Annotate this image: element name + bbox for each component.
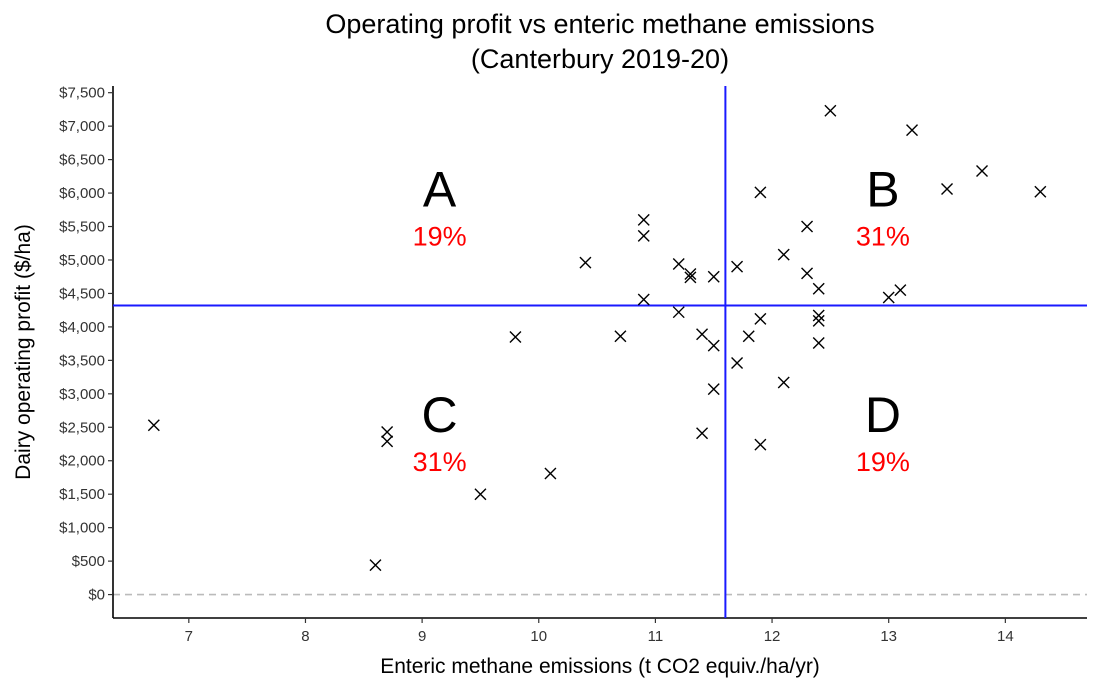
- y-tick-label: $3,500: [59, 352, 105, 369]
- data-point: [696, 328, 709, 341]
- data-point: [731, 357, 744, 370]
- x-tick-label: 7: [185, 628, 193, 645]
- data-point: [381, 435, 394, 448]
- data-point: [707, 270, 720, 283]
- data-point: [1034, 185, 1047, 198]
- data-point: [509, 330, 522, 343]
- data-point: [637, 229, 650, 242]
- data-point: [369, 559, 382, 572]
- x-tick-label: 11: [648, 628, 664, 645]
- data-point: [707, 339, 720, 352]
- quadrant-b-percent: 31%: [856, 222, 910, 252]
- data-point: [812, 309, 825, 322]
- y-tick-label: $7,500: [59, 85, 105, 102]
- data-point: [637, 213, 650, 226]
- quadrant-c-label: C: [422, 387, 458, 443]
- x-tick-label: 14: [997, 628, 1014, 645]
- data-point: [544, 467, 557, 480]
- data-point: [894, 284, 907, 297]
- y-tick-label: $2,500: [59, 419, 105, 436]
- data-point: [614, 330, 627, 343]
- quadrant-a-percent: 19%: [413, 222, 467, 252]
- data-point: [742, 330, 755, 343]
- data-point: [824, 104, 837, 117]
- data-point: [672, 258, 685, 270]
- y-tick-label: $4,500: [59, 285, 105, 302]
- data-point: [801, 220, 814, 233]
- data-point: [381, 425, 394, 438]
- data-point: [579, 256, 592, 269]
- data-point: [812, 282, 825, 295]
- x-tick-label: 13: [880, 628, 897, 645]
- data-point: [812, 314, 825, 327]
- data-point: [882, 291, 895, 304]
- data-point: [684, 268, 697, 281]
- quadrant-c-percent: 31%: [413, 447, 467, 477]
- y-tick-label: $3,000: [59, 386, 105, 403]
- y-tick-label: $0: [88, 587, 105, 604]
- data-point: [672, 306, 685, 319]
- y-tick-label: $4,000: [59, 319, 105, 336]
- data-point: [801, 267, 814, 280]
- x-tick-label: 12: [764, 628, 781, 645]
- y-tick-label: $2,000: [59, 453, 105, 470]
- data-point: [812, 336, 825, 349]
- data-point: [754, 438, 767, 451]
- data-point: [707, 383, 720, 396]
- data-point: [976, 164, 989, 177]
- data-point: [637, 293, 650, 306]
- data-point: [906, 124, 919, 137]
- data-point: [474, 488, 487, 501]
- y-tick-label: $500: [72, 553, 105, 570]
- data-point: [696, 427, 709, 440]
- data-point: [684, 271, 697, 284]
- data-point: [754, 312, 767, 325]
- y-tick-label: $1,000: [59, 520, 105, 537]
- y-axis-label: Dairy operating profit ($/ha): [12, 224, 35, 480]
- y-tick-label: $7,000: [59, 118, 105, 135]
- quadrant-b-label: B: [866, 162, 899, 218]
- x-tick-label: 9: [418, 628, 426, 645]
- plot-area: $0 $500 $1,000 $1,500 $2,000 $2,500 $3,000 $3,5…: [59, 85, 1087, 645]
- y-tick-label: $5,000: [59, 252, 105, 269]
- data-point: [777, 376, 790, 389]
- chart-title-line-1: Operating profit vs enteric methane emis…: [325, 9, 874, 39]
- y-tick-label: $6,500: [59, 152, 105, 169]
- y-tick-label: $6,000: [59, 185, 105, 202]
- x-tick-label: 10: [530, 628, 547, 645]
- y-tick-label: $1,500: [59, 486, 105, 503]
- x-tick-label: 8: [301, 628, 309, 645]
- quadrant-a-label: A: [423, 162, 457, 218]
- data-point: [147, 419, 160, 432]
- data-point: [731, 260, 744, 273]
- quadrant-d-label: D: [865, 387, 901, 443]
- data-point: [754, 186, 767, 199]
- chart-title-line-2: (Canterbury 2019-20): [471, 44, 729, 74]
- data-point: [941, 183, 954, 196]
- x-axis-label: Enteric methane emissions (t CO2 equiv./…: [380, 655, 820, 678]
- data-point: [777, 248, 790, 261]
- chart-title: Operating profit vs enteric methane emis…: [325, 9, 874, 74]
- quadrant-d-percent: 19%: [856, 447, 910, 477]
- y-tick-label: $5,500: [59, 219, 105, 236]
